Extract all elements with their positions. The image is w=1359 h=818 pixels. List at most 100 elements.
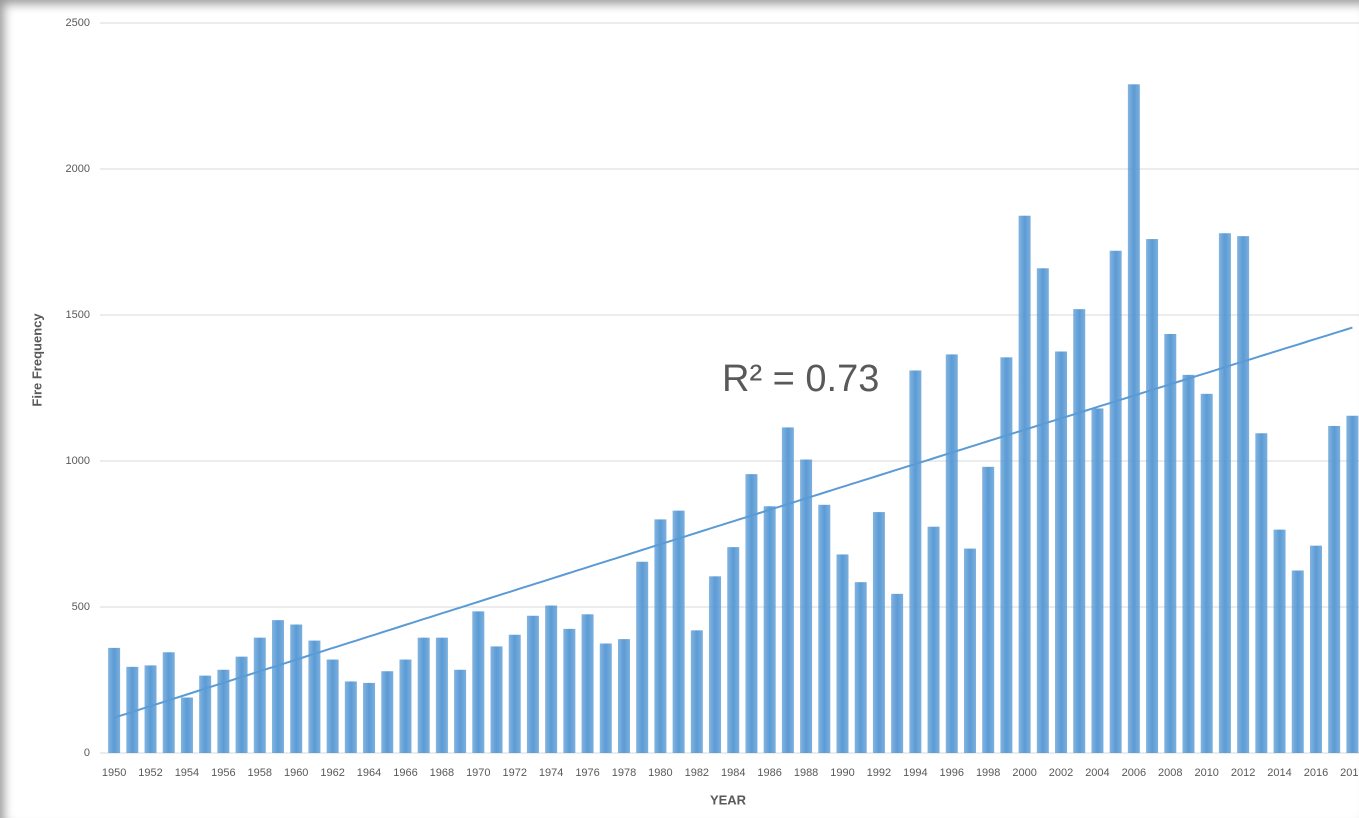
bar bbox=[709, 576, 722, 753]
x-tick-label: 1986 bbox=[757, 767, 781, 779]
bar bbox=[1127, 84, 1140, 753]
bar bbox=[818, 504, 831, 753]
x-tick-label: 1978 bbox=[612, 767, 636, 779]
bar bbox=[1237, 236, 1250, 753]
bar bbox=[435, 637, 448, 753]
bar bbox=[1273, 529, 1286, 753]
bar bbox=[599, 643, 612, 753]
x-tick-label: 1960 bbox=[284, 767, 308, 779]
bar bbox=[891, 593, 904, 753]
x-tick-label: 2010 bbox=[1194, 767, 1218, 779]
x-axis-title: YEAR bbox=[710, 792, 747, 807]
x-tick-label: 1950 bbox=[102, 767, 126, 779]
bar bbox=[581, 614, 594, 753]
y-tick-label: 1500 bbox=[66, 309, 90, 321]
bar bbox=[781, 427, 794, 753]
x-tick-label: 1954 bbox=[175, 767, 199, 779]
bar bbox=[472, 611, 485, 753]
bar bbox=[417, 637, 430, 753]
labels: 0 500 1000 1500 2000 2500 1950 1952 1954 1956 1958… bbox=[66, 17, 1359, 779]
bar bbox=[399, 659, 412, 753]
x-tick-label: 2014 bbox=[1267, 767, 1291, 779]
bar bbox=[126, 666, 139, 753]
y-tick-label: 2500 bbox=[66, 17, 90, 29]
x-tick-label: 1980 bbox=[648, 767, 672, 779]
bar bbox=[381, 671, 394, 753]
bar bbox=[144, 665, 157, 753]
trendline bbox=[113, 326, 1353, 719]
bar bbox=[763, 506, 776, 753]
x-tick-label: 1984 bbox=[721, 767, 745, 779]
bar bbox=[308, 640, 321, 753]
bar bbox=[1255, 433, 1268, 753]
bar bbox=[199, 675, 212, 753]
bar bbox=[508, 634, 521, 753]
bar bbox=[654, 519, 667, 753]
bar bbox=[344, 681, 357, 753]
bar bbox=[745, 474, 758, 753]
y-tick-label: 2000 bbox=[66, 163, 90, 175]
x-tick-label: 1988 bbox=[794, 767, 818, 779]
bar bbox=[1073, 309, 1086, 753]
y-tick-label: 1000 bbox=[66, 455, 90, 467]
x-tick-label: 1998 bbox=[976, 767, 1000, 779]
y-tick-label: 0 bbox=[84, 747, 90, 759]
bar bbox=[162, 652, 175, 753]
bar bbox=[1146, 239, 1159, 753]
bar bbox=[836, 554, 849, 753]
bar bbox=[1164, 333, 1177, 753]
x-tick-label: 1952 bbox=[138, 767, 162, 779]
bar bbox=[563, 628, 576, 753]
bar bbox=[1091, 408, 1104, 753]
x-tick-label: 1994 bbox=[903, 767, 927, 779]
bar bbox=[1309, 545, 1322, 753]
x-tick-label: 1968 bbox=[430, 767, 454, 779]
bar bbox=[909, 370, 922, 753]
x-tick-label: 1970 bbox=[466, 767, 490, 779]
bar bbox=[927, 526, 940, 753]
x-tick-label: 2016 bbox=[1304, 767, 1328, 779]
bar bbox=[617, 639, 630, 753]
x-tick-label: 1956 bbox=[211, 767, 235, 779]
x-tick-label: 2002 bbox=[1049, 767, 1073, 779]
x-tick-label: 2008 bbox=[1158, 767, 1182, 779]
x-tick-label: 1974 bbox=[539, 767, 563, 779]
bar bbox=[1055, 351, 1068, 753]
bar bbox=[454, 669, 467, 753]
bar bbox=[1036, 268, 1049, 753]
x-tick-label: 2000 bbox=[1012, 767, 1036, 779]
bar bbox=[326, 659, 339, 753]
bar bbox=[1109, 250, 1122, 753]
bar bbox=[363, 682, 376, 753]
y-tick-label: 500 bbox=[72, 601, 90, 613]
bar bbox=[490, 646, 503, 753]
bar bbox=[636, 561, 649, 753]
x-tick-label: 1996 bbox=[940, 767, 964, 779]
x-tick-label: 1964 bbox=[357, 767, 381, 779]
x-tick-label: 2004 bbox=[1085, 767, 1109, 779]
bar bbox=[963, 548, 976, 753]
x-tick-label: 1990 bbox=[830, 767, 854, 779]
bar bbox=[235, 656, 248, 753]
bar bbox=[253, 637, 266, 753]
bar bbox=[1291, 570, 1304, 753]
bar bbox=[180, 697, 193, 753]
bar bbox=[800, 459, 813, 753]
bar bbox=[1328, 425, 1341, 753]
bar bbox=[727, 547, 740, 753]
bar bbox=[872, 512, 885, 753]
bars bbox=[108, 84, 1359, 754]
x-tick-label: 1992 bbox=[867, 767, 891, 779]
x-tick-label: 1962 bbox=[320, 767, 344, 779]
bar bbox=[1346, 415, 1359, 753]
bar bbox=[290, 624, 303, 753]
bar bbox=[217, 669, 230, 753]
bar bbox=[672, 510, 685, 753]
x-tick-label: 2006 bbox=[1122, 767, 1146, 779]
bar bbox=[1218, 233, 1231, 754]
x-tick-label: 1958 bbox=[248, 767, 272, 779]
bar bbox=[854, 582, 867, 753]
bar bbox=[108, 647, 121, 753]
